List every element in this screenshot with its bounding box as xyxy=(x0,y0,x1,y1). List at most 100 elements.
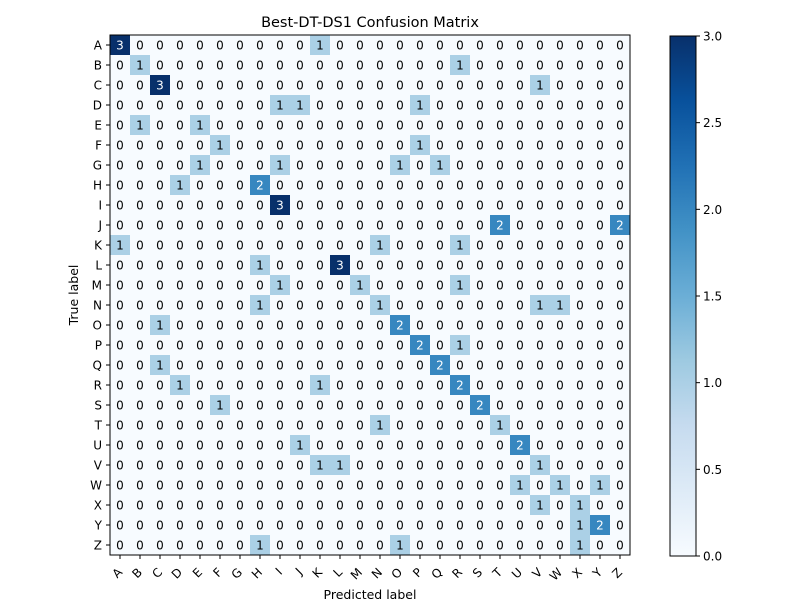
cell-value-label: 0 xyxy=(476,519,484,533)
cell-value-label: 0 xyxy=(616,319,624,333)
heatmap-cell xyxy=(350,95,371,116)
cell-value-label: 3 xyxy=(156,79,164,93)
heatmap-cell xyxy=(450,395,471,416)
cell-value-label: 0 xyxy=(316,279,324,293)
heatmap-cell xyxy=(250,495,271,516)
cell-value-label: 0 xyxy=(256,219,264,233)
heatmap-cell xyxy=(530,255,551,276)
heatmap-cell xyxy=(370,535,391,556)
heatmap-cell xyxy=(450,315,471,336)
cell-value-label: 0 xyxy=(196,379,204,393)
cell-value-label: 0 xyxy=(316,79,324,93)
heatmap-cell xyxy=(550,475,571,496)
cell-value-label: 0 xyxy=(296,159,304,173)
cell-value-label: 3 xyxy=(276,199,284,213)
cell-value-label: 0 xyxy=(136,319,144,333)
heatmap-cell xyxy=(270,535,291,556)
heatmap-cell xyxy=(510,175,531,196)
x-tick-label: Z xyxy=(609,565,625,581)
heatmap-cell xyxy=(250,195,271,216)
cell-value-label: 0 xyxy=(276,439,284,453)
heatmap-cell xyxy=(330,295,351,316)
cell-value-label: 0 xyxy=(436,259,444,273)
cell-value-label: 0 xyxy=(236,399,244,413)
cell-value-label: 0 xyxy=(536,479,544,493)
heatmap-cell xyxy=(530,35,551,56)
cell-value-label: 0 xyxy=(116,479,124,493)
cell-value-label: 0 xyxy=(576,299,584,313)
cell-value-label: 0 xyxy=(356,139,364,153)
heatmap-cell xyxy=(610,175,631,196)
cell-value-label: 0 xyxy=(196,499,204,513)
cell-value-label: 0 xyxy=(256,339,264,353)
cell-value-label: 0 xyxy=(276,119,284,133)
cell-value-label: 0 xyxy=(376,519,384,533)
cell-value-label: 0 xyxy=(316,179,324,193)
cell-value-label: 0 xyxy=(156,39,164,53)
heatmap-cell xyxy=(470,115,491,136)
cell-value-label: 0 xyxy=(336,379,344,393)
cell-value-label: 0 xyxy=(456,459,464,473)
heatmap-cell xyxy=(230,495,251,516)
heatmap-cell xyxy=(410,135,431,156)
cell-value-label: 0 xyxy=(176,139,184,153)
colorbar-tick-label: 1.0 xyxy=(703,376,722,390)
cell-value-label: 0 xyxy=(376,359,384,373)
heatmap-cell xyxy=(490,335,511,356)
cell-value-label: 0 xyxy=(356,179,364,193)
plot-frame xyxy=(109,34,631,556)
heatmap-cell xyxy=(130,215,151,236)
cell-value-label: 0 xyxy=(556,419,564,433)
cell-value-label: 0 xyxy=(516,519,524,533)
heatmap-cell xyxy=(570,135,591,156)
cell-value-label: 0 xyxy=(396,219,404,233)
cell-value-label: 0 xyxy=(216,99,224,113)
cell-value-label: 0 xyxy=(176,79,184,93)
heatmap-cell xyxy=(550,535,571,556)
heatmap-cell xyxy=(430,255,451,276)
cell-value-label: 0 xyxy=(496,159,504,173)
cell-value-label: 0 xyxy=(596,379,604,393)
cell-value-label: 0 xyxy=(276,399,284,413)
cell-value-label: 0 xyxy=(156,279,164,293)
heatmap-cell xyxy=(250,115,271,136)
heatmap-cell xyxy=(170,155,191,176)
heatmap-cell xyxy=(290,155,311,176)
heatmap-cell xyxy=(130,535,151,556)
cell-value-label: 0 xyxy=(156,299,164,313)
cell-value-label: 0 xyxy=(116,139,124,153)
heatmap-cell xyxy=(350,415,371,436)
heatmap-cell xyxy=(310,475,331,496)
heatmap-cell xyxy=(290,95,311,116)
heatmap-cell xyxy=(150,155,171,176)
heatmap-cell xyxy=(390,415,411,436)
heatmap-cell xyxy=(270,135,291,156)
cell-value-label: 0 xyxy=(376,399,384,413)
cell-value-label: 0 xyxy=(456,519,464,533)
cell-value-label: 1 xyxy=(316,39,324,53)
heatmap-cell xyxy=(590,275,611,296)
heatmap-cell xyxy=(330,515,351,536)
heatmap-cell xyxy=(250,295,271,316)
heatmap-cell xyxy=(350,495,371,516)
cell-value-label: 0 xyxy=(176,439,184,453)
cell-value-label: 1 xyxy=(376,299,384,313)
cell-value-label: 0 xyxy=(296,39,304,53)
cell-value-label: 0 xyxy=(436,539,444,553)
cell-value-label: 0 xyxy=(456,39,464,53)
heatmap-cell xyxy=(190,35,211,56)
heatmap-cell xyxy=(470,35,491,56)
cell-value-label: 0 xyxy=(356,219,364,233)
heatmap-cell xyxy=(490,95,511,116)
cell-value-label: 1 xyxy=(356,279,364,293)
heatmap-cell xyxy=(550,115,571,136)
heatmap-cell xyxy=(490,435,511,456)
y-tick-label: D xyxy=(93,99,102,113)
cell-value-label: 2 xyxy=(516,439,524,453)
cell-value-label: 0 xyxy=(136,379,144,393)
heatmap-cell xyxy=(390,195,411,216)
cell-value-label: 1 xyxy=(196,119,204,133)
cell-value-label: 0 xyxy=(116,219,124,233)
cell-value-label: 0 xyxy=(296,519,304,533)
heatmap-cell xyxy=(310,415,331,436)
